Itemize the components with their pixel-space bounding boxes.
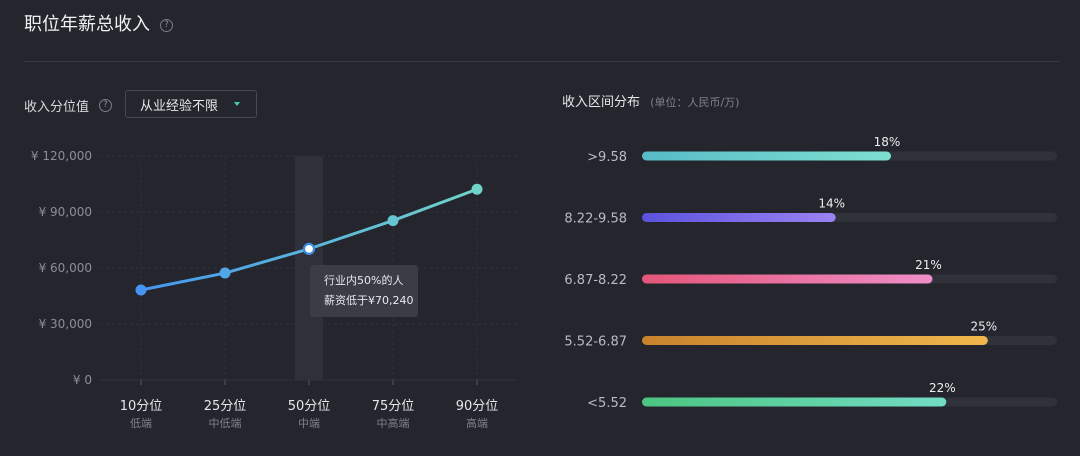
- bar-value-label: 22%: [929, 381, 956, 395]
- bar-category-label: 8.22-9.58: [564, 212, 627, 227]
- bar-category-label: <5.52: [587, 396, 627, 411]
- y-tick-label: ¥ 30,000: [39, 317, 92, 331]
- distribution-title: 收入区间分布 (单位：人民币/万): [562, 91, 739, 110]
- percentile-label-text: 收入分位值: [24, 100, 90, 115]
- x-tick-sublabel: 低端: [130, 417, 152, 430]
- data-point[interactable]: [471, 183, 483, 195]
- header-divider: [24, 61, 1060, 62]
- experience-select[interactable]: 从业经验不限: [125, 90, 257, 118]
- data-point-highlighted[interactable]: [302, 242, 316, 255]
- salary-percentile-line-chart: ¥ 0 ¥ 30,000 ¥ 60,000 ¥ 90,000 ¥ 120,000 10分…: [31, 149, 518, 430]
- bar-category-label: >9.58: [587, 150, 627, 165]
- x-tick-sublabel: 高端: [466, 416, 488, 430]
- x-tick-label: 10分位: [120, 399, 163, 414]
- bar[interactable]: [642, 151, 891, 161]
- x-tick-sublabel: 中高端: [377, 416, 410, 430]
- y-tick-label: ¥ 60,000: [39, 261, 92, 275]
- bar[interactable]: [642, 213, 836, 222]
- bar-value-label: 21%: [915, 258, 942, 272]
- bar[interactable]: [642, 274, 933, 284]
- experience-select-value: 从业经验不限: [140, 98, 219, 114]
- page-title: 职位年薪总收入 ?: [24, 10, 173, 36]
- x-tick-label: 75分位: [372, 399, 415, 414]
- x-tick-label: 50分位: [288, 399, 331, 414]
- bar[interactable]: [642, 397, 947, 407]
- data-point[interactable]: [135, 284, 147, 296]
- data-point[interactable]: [387, 215, 399, 227]
- x-tick-sublabel: 中低端: [209, 417, 242, 430]
- x-tick-label: 90分位: [456, 399, 499, 414]
- percentile-tooltip: 行业内50%的人 薪资低于¥70,240: [310, 265, 418, 317]
- bar-category-label: 5.52-6.87: [564, 335, 627, 350]
- y-tick-label: ¥ 120,000: [31, 149, 92, 163]
- x-tick-sublabel: 中端: [298, 417, 320, 430]
- tooltip-line-1: 行业内50%的人: [324, 274, 404, 287]
- help-icon[interactable]: ?: [160, 18, 173, 32]
- distribution-unit: (单位：人民币/万): [650, 96, 740, 109]
- caret-down-icon: [234, 102, 240, 106]
- bar-category-label: 6.87-8.22: [564, 273, 627, 288]
- bar[interactable]: [642, 336, 988, 345]
- data-point[interactable]: [219, 267, 231, 279]
- bar-value-label: 25%: [970, 320, 997, 334]
- tooltip-line-2: 薪资低于¥70,240: [324, 294, 414, 307]
- y-tick-label: ¥ 90,000: [39, 205, 92, 219]
- y-tick-label: ¥ 0: [73, 373, 92, 387]
- distribution-title-text: 收入区间分布: [562, 95, 641, 110]
- income-distribution-bar-chart: >9.58 18% 8.22-9.58 14% 6.87-8.22 21% 5.52-6.8…: [564, 135, 1057, 411]
- percentile-help-icon[interactable]: ?: [99, 99, 113, 112]
- page-title-text: 职位年薪总收入: [24, 14, 150, 35]
- bar-value-label: 18%: [874, 135, 901, 149]
- bar-value-label: 14%: [818, 197, 845, 211]
- percentile-label: 收入分位值 ?: [24, 96, 113, 115]
- x-tick-label: 25分位: [204, 399, 247, 414]
